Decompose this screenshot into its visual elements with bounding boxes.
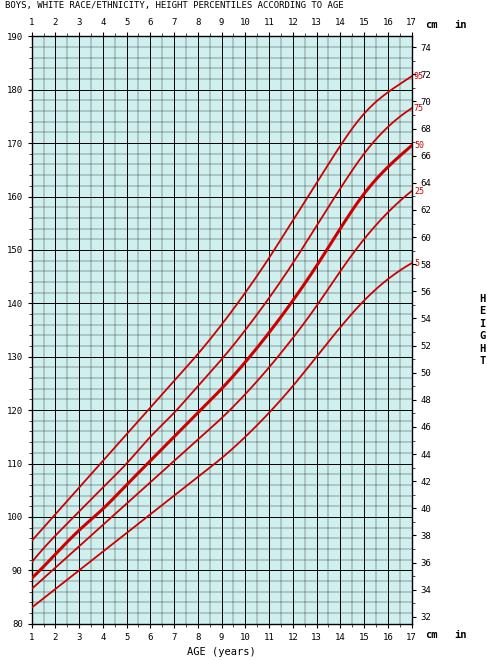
Text: 50: 50 — [414, 141, 424, 150]
Text: in: in — [454, 20, 467, 30]
Text: H
E
I
G
H
T: H E I G H T — [479, 294, 485, 366]
Text: 95: 95 — [414, 72, 424, 81]
Text: 5: 5 — [414, 259, 419, 268]
Text: 75: 75 — [414, 104, 424, 113]
Text: BOYS, WHITE RACE/ETHNICITY, HEIGHT PERCENTILES ACCORDING TO AGE: BOYS, WHITE RACE/ETHNICITY, HEIGHT PERCE… — [5, 1, 343, 11]
Text: 25: 25 — [414, 187, 424, 195]
Text: AGE (years): AGE (years) — [187, 647, 256, 657]
Text: cm: cm — [425, 630, 437, 640]
Text: cm: cm — [425, 20, 437, 30]
Text: in: in — [454, 630, 467, 640]
